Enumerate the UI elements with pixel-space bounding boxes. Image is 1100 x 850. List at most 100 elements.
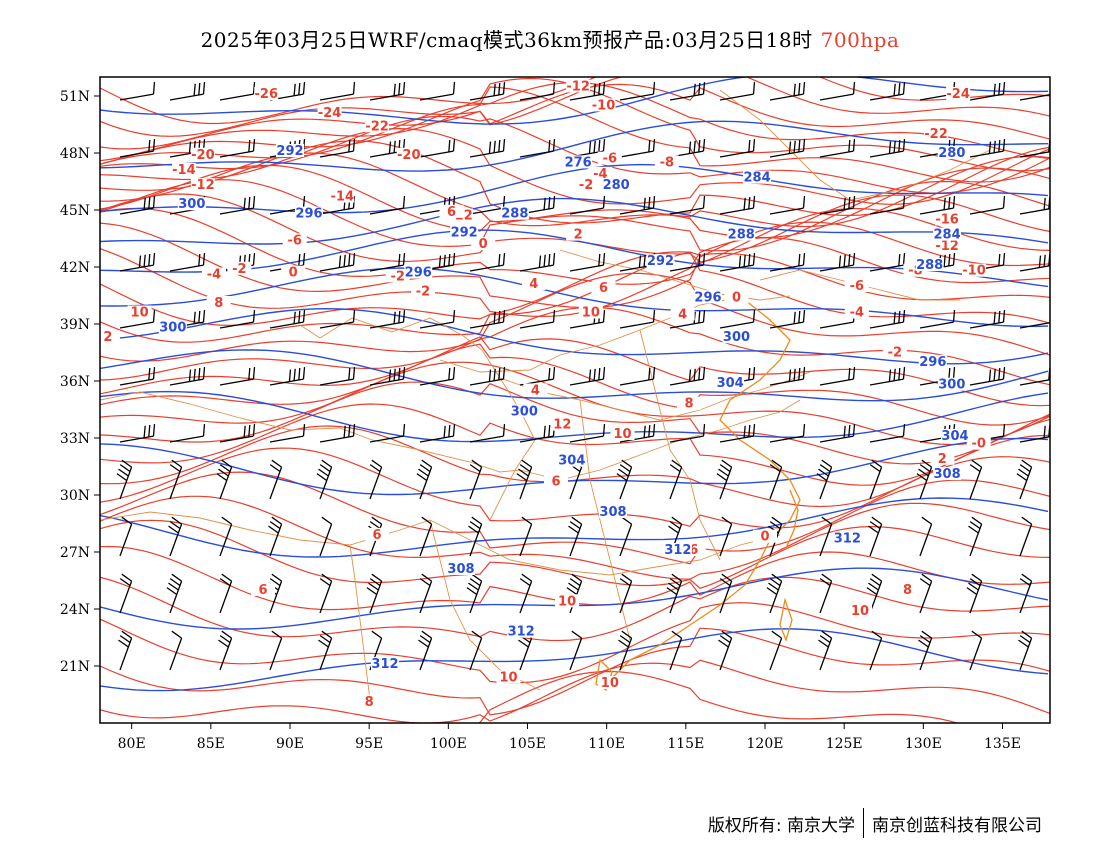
wind-barb <box>219 196 256 215</box>
height-label: 300 <box>178 197 205 212</box>
height-label-bg <box>599 505 627 518</box>
lon-tick-label: 130E <box>905 736 942 752</box>
chart-title: 2025年03月25日WRF/cmaq模式36km预报产品:03月25日18时 7… <box>0 24 1100 53</box>
wind-barb <box>269 630 283 671</box>
wind-barb <box>369 82 406 101</box>
wind-barb <box>219 516 233 557</box>
wind-barb <box>419 367 456 386</box>
wind-barb <box>469 139 506 158</box>
wind-barb <box>519 139 556 158</box>
height-label: 288 <box>728 228 755 243</box>
height-label-bg <box>918 354 947 368</box>
height-label: 280 <box>603 178 630 193</box>
temperature-label: 6 <box>689 543 698 558</box>
temperature-label-bg <box>100 330 120 344</box>
lon-tick-label: 125E <box>826 736 863 752</box>
temperature-label: 12 <box>553 418 571 433</box>
border-line <box>499 371 811 421</box>
wind-barb <box>319 82 356 101</box>
lon-tick-label: 80E <box>118 736 146 752</box>
temperature-label-bg <box>844 278 869 292</box>
height-label: 276 <box>565 155 592 170</box>
wind-barb <box>366 573 383 614</box>
wind-barb <box>619 573 633 614</box>
wind-barb <box>169 253 206 272</box>
wind-barb <box>619 516 633 557</box>
temperature-label-bg <box>190 178 215 192</box>
height-label-bg <box>933 227 962 241</box>
wind-barb <box>119 82 156 101</box>
wind-barb <box>969 630 983 671</box>
wind-barb <box>219 139 256 158</box>
title-level: 700hpa <box>820 28 900 52</box>
wind-barb <box>819 573 833 614</box>
temperature-label-bg <box>935 212 960 226</box>
height-label: 312 <box>508 625 535 640</box>
wind-barb <box>469 424 506 443</box>
temperature-label-bg <box>330 189 355 203</box>
height-label-bg <box>510 404 539 418</box>
wind-barb <box>819 253 856 272</box>
wind-barb <box>269 459 283 500</box>
wind-barb <box>519 573 533 614</box>
wind-barb <box>119 253 156 272</box>
height-label: 296 <box>694 290 721 305</box>
wind-barb <box>669 459 683 500</box>
wind-barb <box>919 573 933 614</box>
temperature-label: -16 <box>935 212 959 227</box>
temperature-contour-line <box>100 495 1050 580</box>
height-label-bg <box>500 206 529 220</box>
height-label: 304 <box>941 429 968 444</box>
wind-barb <box>316 459 333 500</box>
temperature-label-bg <box>610 427 635 441</box>
wind-barb <box>819 424 856 443</box>
height-label-bg <box>727 227 756 241</box>
temperature-label-bg <box>254 87 279 100</box>
temperature-contour-line <box>100 251 1050 326</box>
lat-tick-label: 30N <box>60 488 90 504</box>
wind-barb <box>519 253 556 272</box>
wind-barb <box>419 82 456 101</box>
wind-barbs <box>116 82 1050 671</box>
temperature-label: -14 <box>331 190 355 205</box>
height-label-bg <box>158 320 187 334</box>
height-contour-line <box>100 437 1049 496</box>
wind-barb <box>466 573 483 614</box>
temperature-label-bg <box>523 383 548 397</box>
wind-barb <box>769 630 783 671</box>
wind-barb <box>869 424 906 443</box>
wind-barb <box>369 196 406 215</box>
temperature-label: -12 <box>935 239 959 254</box>
height-label: 300 <box>723 330 750 345</box>
lat-tick-label: 51N <box>60 89 90 105</box>
temperature-contour-line <box>100 237 1050 318</box>
temperature-label: -26 <box>255 87 279 102</box>
wind-barb <box>719 424 756 443</box>
wind-barb <box>719 253 756 272</box>
temperature-contour-line <box>100 221 1050 309</box>
wind-barb <box>1019 322 1050 329</box>
temperature-label-bg <box>753 529 777 543</box>
height-label: 284 <box>744 171 771 186</box>
wind-barb <box>669 310 706 329</box>
wind-barb <box>169 82 206 101</box>
wind-barb <box>119 424 156 443</box>
copyright-text: 版权所有: 南京大学 <box>707 815 855 836</box>
temperature-contour-line <box>100 602 1050 684</box>
height-contour-line <box>100 307 1049 365</box>
coastline <box>595 299 801 691</box>
wind-barb <box>919 196 956 215</box>
wind-barb <box>1019 516 1033 557</box>
temperature-label: -2 <box>232 262 246 277</box>
wind-barb <box>319 139 356 158</box>
height-contour-line <box>100 497 1049 558</box>
temperature-label-bg <box>566 227 591 241</box>
temperature-label-bg <box>396 147 421 161</box>
wind-barb <box>369 253 406 272</box>
wind-barb <box>619 367 656 386</box>
temperature-label: -24 <box>318 106 342 121</box>
temperature-contour-line <box>100 251 1050 343</box>
wind-barb <box>119 196 156 215</box>
height-label-bg <box>447 562 475 575</box>
